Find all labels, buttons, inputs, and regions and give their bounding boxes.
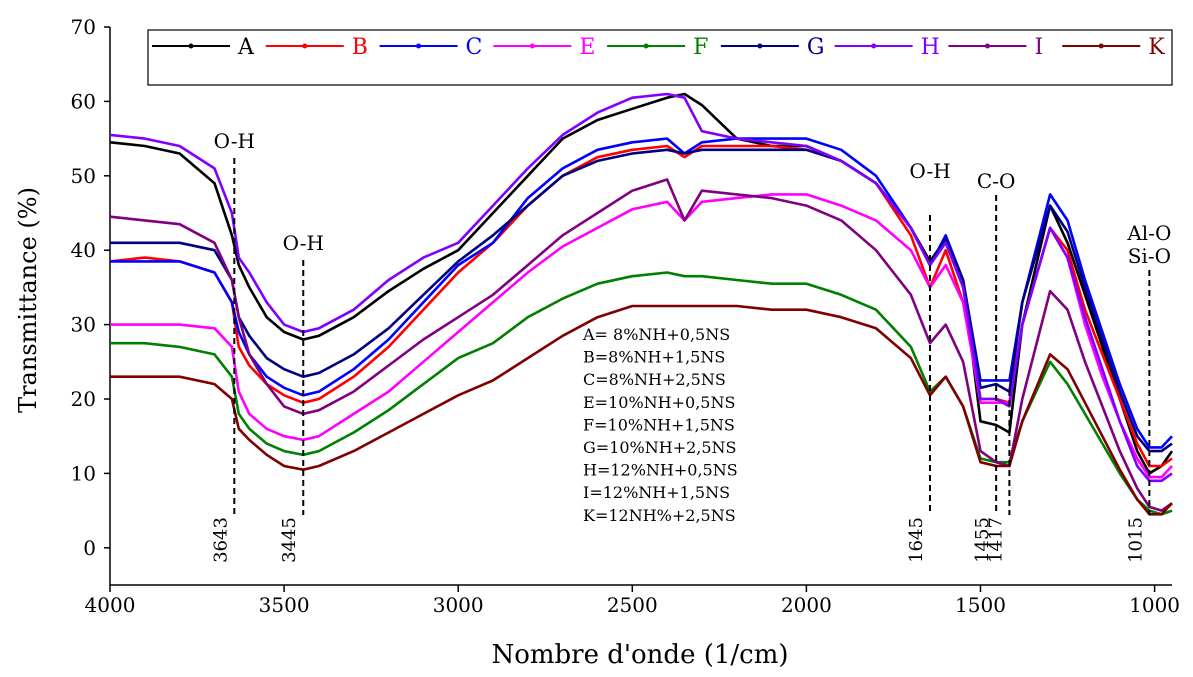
- legend-label: A: [237, 35, 255, 60]
- x-tick-label: 1500: [955, 593, 1006, 617]
- peak-wavenumber: 3445: [279, 517, 300, 563]
- y-tick-label: 40: [71, 238, 96, 262]
- peak-wavenumber: 1417: [985, 517, 1006, 563]
- legend-label: E: [579, 35, 595, 60]
- y-tick-label: 70: [71, 15, 96, 39]
- sample-note: E=10%NH+0,5NS: [583, 393, 735, 412]
- x-axis-title: Nombre d'onde (1/cm): [491, 640, 788, 670]
- series-line: [109, 92, 1173, 483]
- peak-label: O-H: [214, 129, 255, 153]
- series-line: [110, 148, 1173, 453]
- peak-wavenumber: 1015: [1125, 517, 1146, 563]
- y-tick-label: 30: [71, 313, 96, 337]
- legend-label: G: [807, 35, 825, 60]
- x-tick-label: 4000: [85, 593, 136, 617]
- series-line: [110, 304, 1173, 516]
- legend-label: F: [693, 35, 708, 60]
- legend-marker: [984, 43, 990, 49]
- legend-marker: [416, 43, 422, 49]
- legend-box: [147, 29, 1173, 86]
- peak-wavenumber: 1645: [906, 517, 927, 563]
- peak-label: Al-O: [1126, 221, 1171, 245]
- legend-marker: [643, 43, 649, 49]
- x-tick-label: 2000: [781, 593, 832, 617]
- sample-note: I=12%NH+1,5NS: [583, 483, 730, 502]
- sample-note: F=10%NH+1,5NS: [583, 415, 735, 434]
- legend-label: B: [352, 35, 368, 60]
- peak-label: Si-O: [1128, 244, 1171, 268]
- y-tick-label: 20: [71, 387, 96, 411]
- legend-label: I: [1034, 35, 1043, 60]
- x-tick-label: 2500: [607, 593, 658, 617]
- legend-marker: [871, 43, 877, 49]
- sample-note: B=8%NH+1,5NS: [583, 348, 725, 367]
- peak-wavenumber: 3643: [210, 517, 231, 563]
- y-tick-label: 60: [71, 89, 96, 113]
- legend-label: H: [921, 35, 940, 60]
- series-line: [109, 144, 1173, 468]
- peak-label: C-O: [977, 169, 1015, 193]
- y-tick-label: 10: [71, 461, 96, 485]
- sample-note: A= 8%NH+0,5NS: [582, 325, 730, 344]
- x-tick-label: 3500: [259, 593, 310, 617]
- sample-note: C=8%NH+2,5NS: [583, 370, 726, 389]
- legend-label: C: [466, 35, 483, 60]
- series-line: [109, 178, 1173, 512]
- legend-marker: [757, 43, 763, 49]
- y-tick-label: 50: [71, 164, 96, 188]
- series-line: [109, 92, 1174, 475]
- legend-marker: [188, 43, 194, 49]
- legend-marker: [529, 43, 535, 49]
- x-tick-label: 3000: [433, 593, 484, 617]
- legend-marker: [1098, 43, 1104, 49]
- y-tick-label: 0: [83, 536, 96, 560]
- series-line: [110, 137, 1173, 449]
- legend-label: K: [1148, 35, 1165, 60]
- peak-label: O-H: [909, 159, 950, 183]
- x-tick-label: 1000: [1129, 593, 1180, 617]
- peak-wavenumber: 1455: [972, 517, 993, 563]
- series-line: [110, 271, 1173, 516]
- sample-note: K=12NH%+2,5NS: [583, 506, 736, 525]
- peak-label: O-H: [283, 231, 324, 255]
- legend-marker: [302, 43, 308, 49]
- y-axis-title: Transmittance (%): [14, 187, 42, 413]
- sample-note: G=10%NH+2,5NS: [583, 438, 737, 457]
- sample-note: H=12%NH+0,5NS: [583, 461, 738, 480]
